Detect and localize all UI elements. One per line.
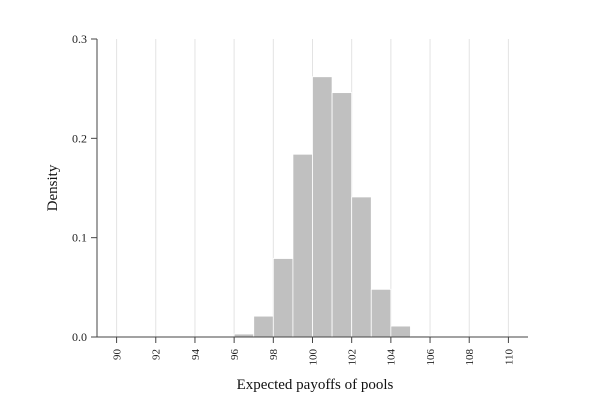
histogram-bar bbox=[253, 315, 274, 338]
histogram-bar bbox=[390, 325, 411, 338]
bar-layer bbox=[233, 76, 431, 338]
x-tick-label: 102 bbox=[347, 349, 359, 366]
x-tick-label: 98 bbox=[268, 349, 280, 361]
histogram-bar bbox=[351, 196, 372, 338]
histogram-bar bbox=[312, 76, 333, 338]
x-tick-label: 94 bbox=[190, 349, 202, 361]
x-tick-label: 100 bbox=[307, 349, 319, 366]
x-tick-label: 104 bbox=[386, 349, 398, 366]
histogram-bar bbox=[272, 258, 294, 338]
y-tick-label: 0.3 bbox=[72, 32, 87, 46]
axis-layer bbox=[91, 38, 528, 343]
y-tick-label: 0.1 bbox=[72, 231, 87, 245]
y-axis-title: Density bbox=[45, 164, 61, 211]
histogram-bar bbox=[331, 92, 353, 338]
label-layer: 0.0 0.1 0.2 0.3 90 92 94 96 98 100 102 104 106 108 110 bbox=[72, 32, 515, 366]
x-tick-label: 106 bbox=[425, 349, 437, 366]
x-tick-label: 96 bbox=[229, 349, 241, 361]
x-tick-label: 110 bbox=[503, 349, 515, 366]
x-tick-label: 92 bbox=[151, 349, 163, 360]
histogram-bar bbox=[370, 288, 392, 338]
x-tick-label: 90 bbox=[111, 349, 123, 361]
histogram-bar bbox=[292, 153, 313, 338]
y-tick-label: 0.0 bbox=[72, 330, 87, 344]
x-tick-label: 108 bbox=[464, 349, 476, 366]
x-axis-title: Expected payoffs of pools bbox=[237, 377, 394, 393]
y-tick-label: 0.2 bbox=[72, 131, 87, 145]
